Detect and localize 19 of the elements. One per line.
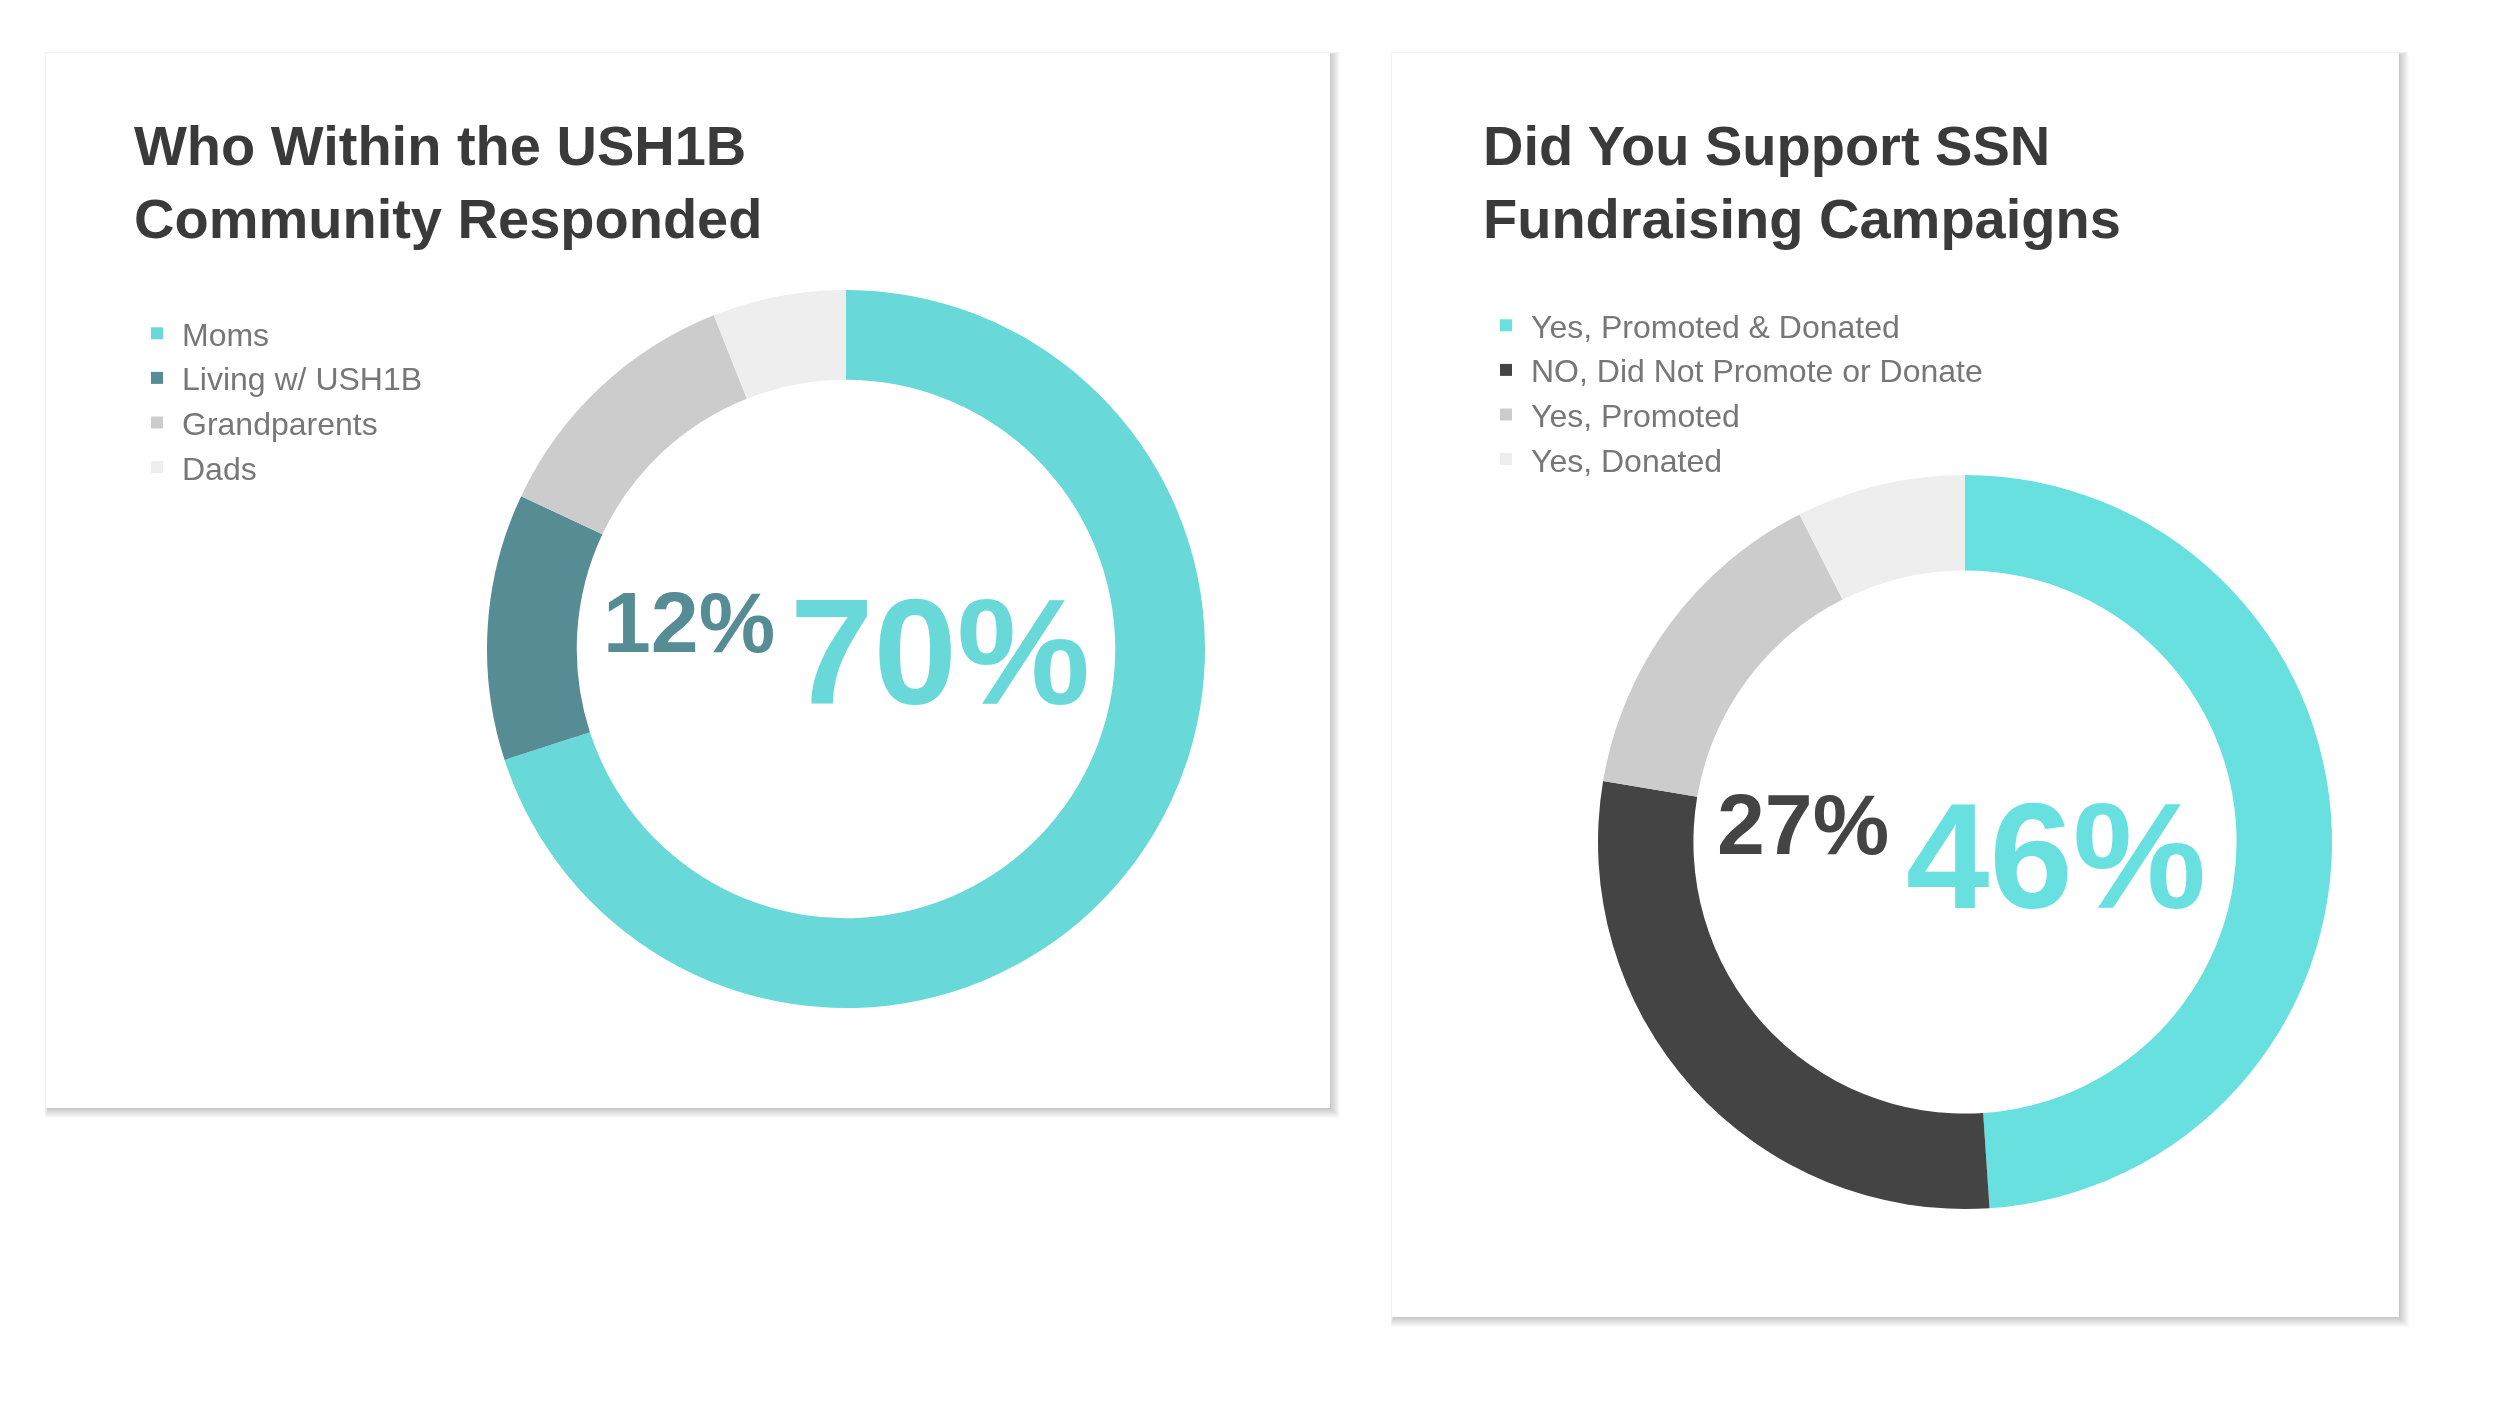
legend-label: NO, Did Not Promote or Donate (1531, 353, 1983, 390)
legend-label: Living w/ USH1B (182, 361, 423, 398)
legend-label: Dads (182, 450, 257, 487)
data-label: 46% (1906, 772, 2207, 940)
legend-label: Yes, Donated (1531, 442, 1722, 479)
legend-label: Yes, Promoted (1531, 397, 1740, 434)
chart-title: Who Within the USH1B Community Responded (134, 114, 763, 250)
legend-label: Yes, Promoted & Donated (1531, 308, 1900, 345)
donut-slice (504, 290, 1205, 1008)
data-label: 12% (603, 574, 776, 670)
chart-title: Did You Support SSN Fundraising Campaigns (1483, 114, 2121, 250)
legend-label: Grandparents (182, 405, 378, 442)
donut-slice (487, 496, 603, 760)
data-label: 27% (1717, 776, 1890, 872)
donut-slice (521, 315, 747, 535)
data-label: 70% (790, 568, 1091, 736)
donut-slice (713, 290, 846, 399)
legend-label: Moms (182, 316, 270, 353)
donut-slice (1799, 475, 1965, 600)
